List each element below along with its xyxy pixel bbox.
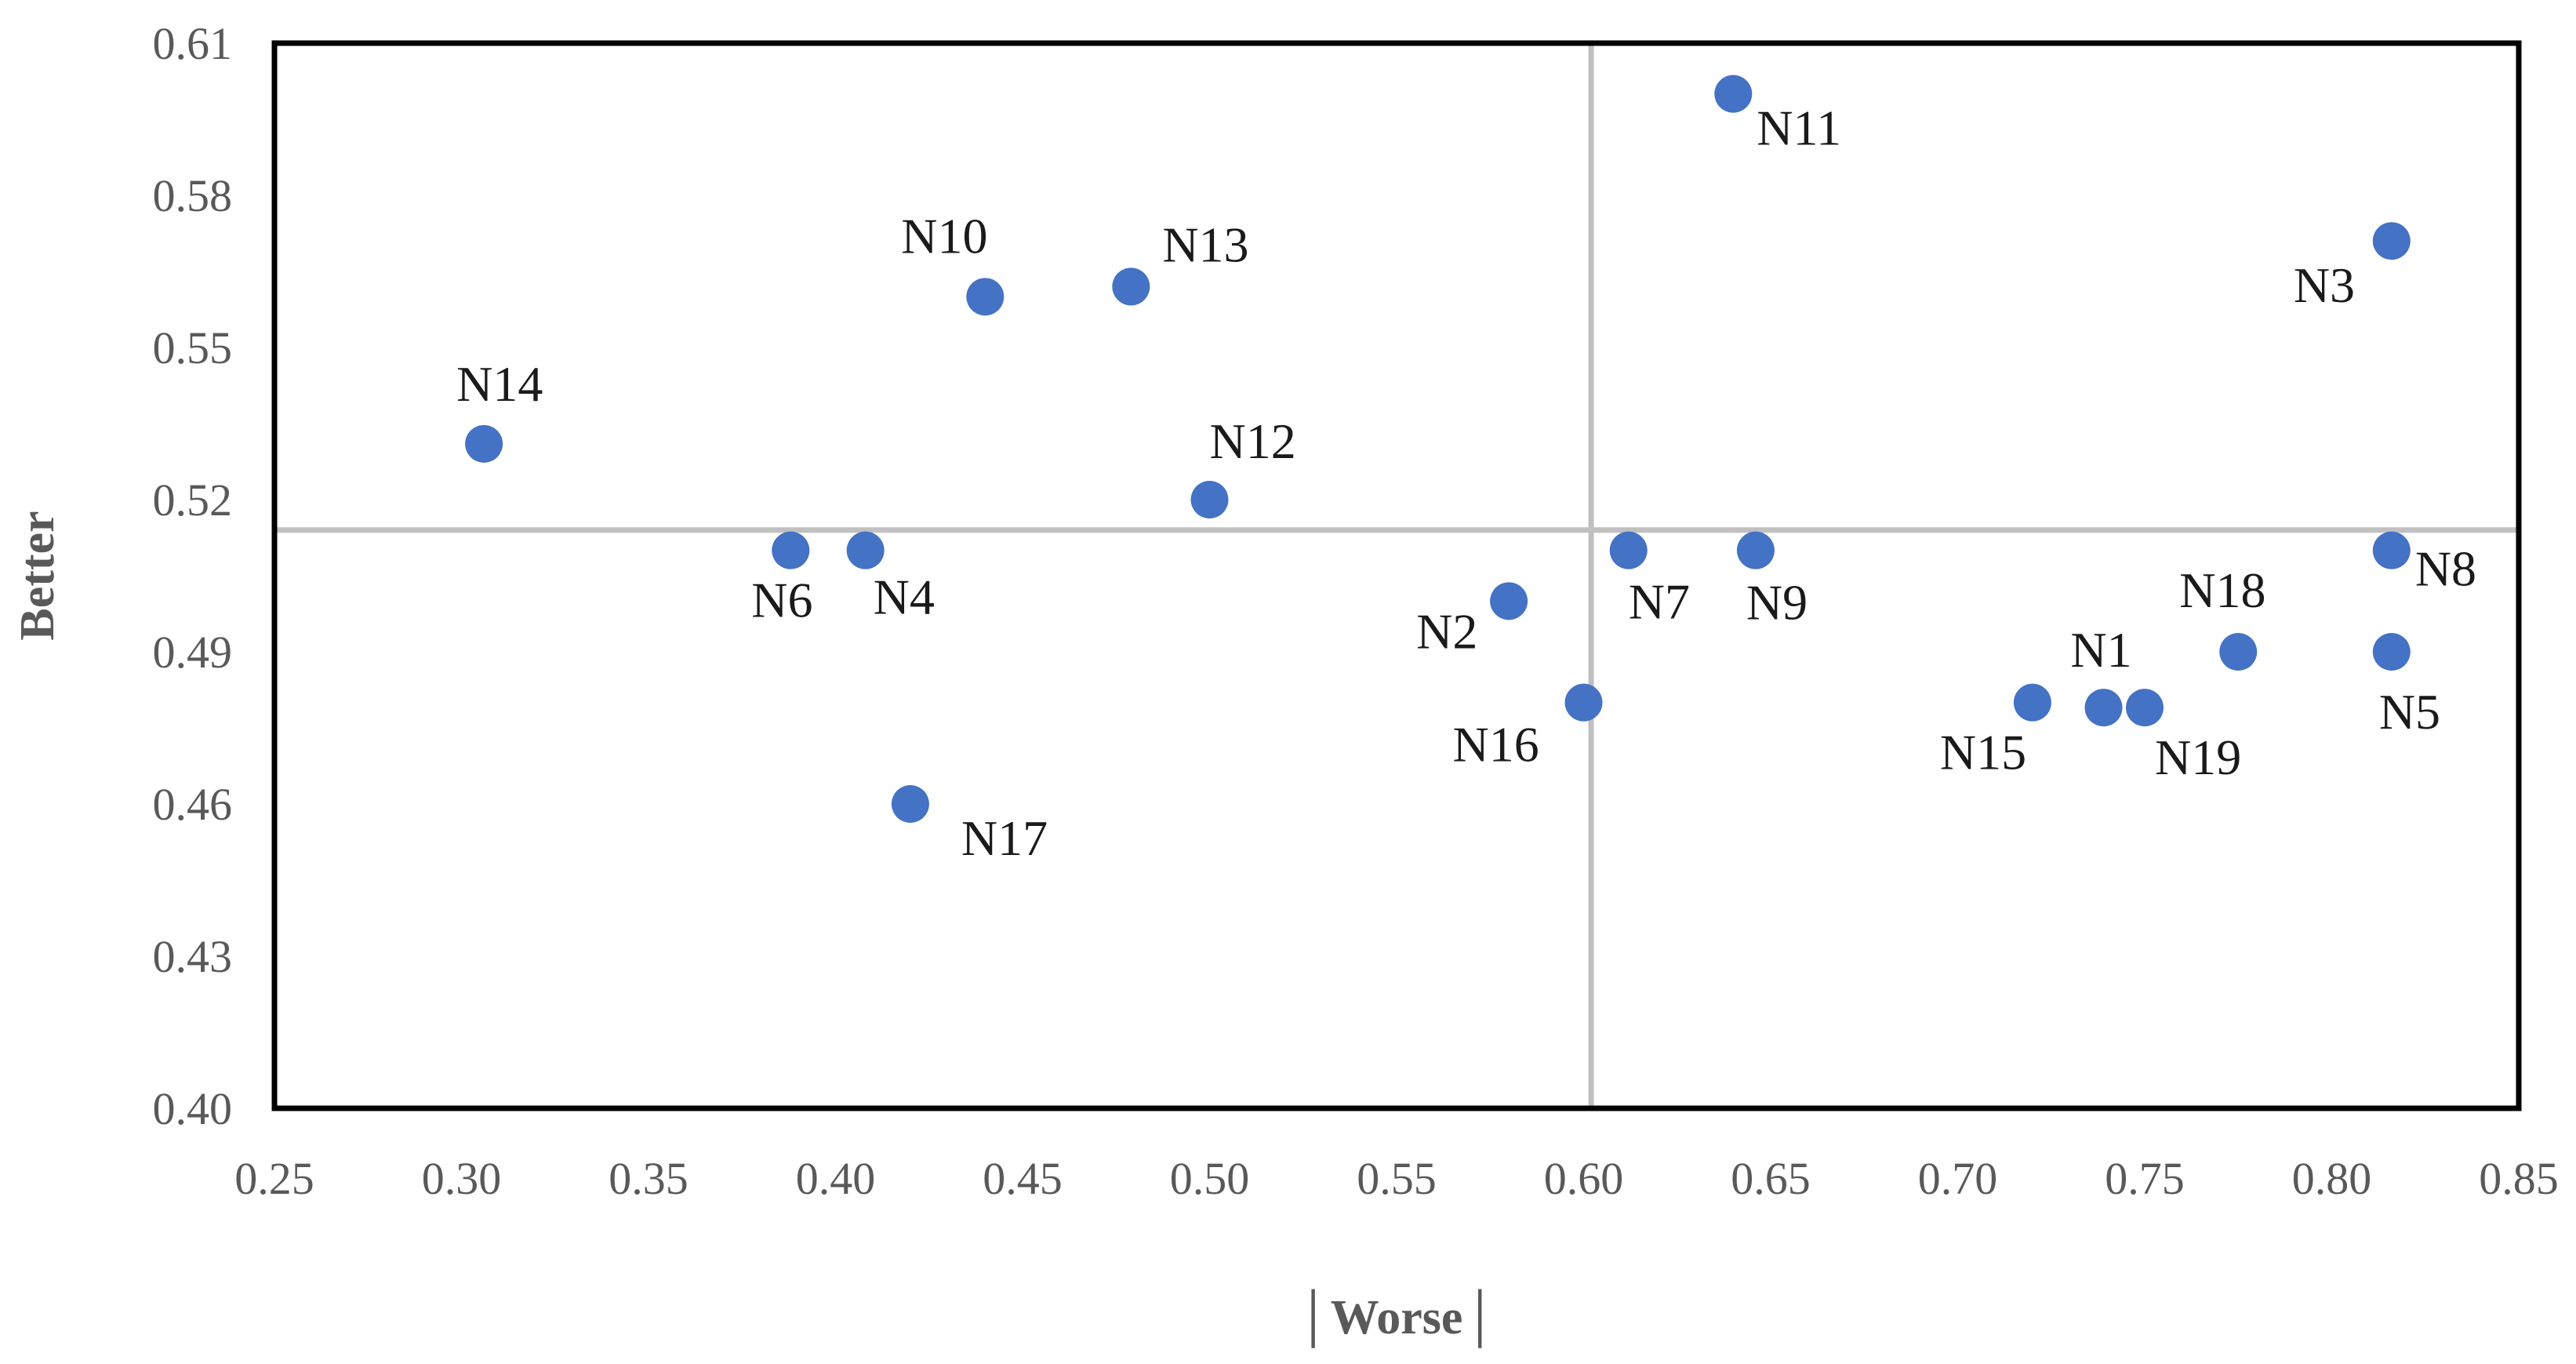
point-n9 xyxy=(1736,531,1775,569)
x-tick-label: 0.60 xyxy=(1544,1153,1624,1204)
point-label-n14: N14 xyxy=(456,356,543,412)
point-n5 xyxy=(2372,633,2411,671)
point-label-n13: N13 xyxy=(1162,216,1248,272)
x-tick-label: 0.30 xyxy=(422,1153,502,1204)
point-label-n2: N2 xyxy=(1416,603,1477,659)
point-n1 xyxy=(2084,689,2123,727)
point-label-n16: N16 xyxy=(1453,717,1539,773)
point-n12 xyxy=(1190,481,1229,518)
x-tick-label: 0.70 xyxy=(1918,1153,1998,1204)
point-label-n9: N9 xyxy=(1746,575,1808,631)
y-axis-tick-labels: 0.40 0.43 0.46 0.49 0.52 0.55 0.58 0.61 xyxy=(153,18,233,1134)
point-n18 xyxy=(2219,633,2258,671)
x-tick-label: 0.50 xyxy=(1170,1153,1250,1204)
x-tick-label: 0.40 xyxy=(796,1153,876,1204)
y-tick-label: 0.55 xyxy=(153,322,233,373)
point-label-n1: N1 xyxy=(2070,622,2131,678)
y-tick-label: 0.58 xyxy=(153,170,233,221)
point-n11 xyxy=(1714,75,1753,113)
point-label-n4: N4 xyxy=(874,569,935,625)
point-n7 xyxy=(1609,531,1648,569)
point-label-n17: N17 xyxy=(961,810,1048,866)
point-label-n19: N19 xyxy=(2155,729,2241,785)
y-tick-label: 0.46 xyxy=(153,779,233,830)
point-n10 xyxy=(966,278,1005,316)
point-labels: N1 N2 N3 N4 N5 N6 N7 N8 N9 N10 N11 N12 N13 N14 N15 N16 N… xyxy=(456,100,2476,866)
point-n17 xyxy=(891,785,929,823)
y-tick-label: 0.40 xyxy=(153,1083,233,1134)
y-axis-title: Better xyxy=(11,511,64,640)
x-tick-label: 0.55 xyxy=(1357,1153,1437,1204)
point-n8 xyxy=(2372,531,2411,569)
point-n13 xyxy=(1112,267,1150,306)
point-label-n11: N11 xyxy=(1757,100,1841,156)
plot-frame xyxy=(271,40,2522,1111)
reference-lines xyxy=(274,43,2519,1108)
y-tick-label: 0.49 xyxy=(153,627,233,678)
point-n16 xyxy=(1564,683,1603,722)
x-tick-label: 0.75 xyxy=(2105,1153,2185,1204)
point-label-n8: N8 xyxy=(2415,541,2476,597)
point-label-n6: N6 xyxy=(751,573,812,628)
point-label-n7: N7 xyxy=(1629,574,1690,630)
point-label-n12: N12 xyxy=(1210,413,1296,469)
y-tick-label: 0.52 xyxy=(153,475,233,526)
x-axis-tick-labels: 0.25 0.30 0.35 0.40 0.45 0.50 0.55 0.60 0.65 0.70… xyxy=(234,1153,2559,1204)
x-tick-label: 0.35 xyxy=(609,1153,689,1204)
point-label-n5: N5 xyxy=(2379,684,2440,740)
point-n3 xyxy=(2372,222,2411,260)
x-tick-label: 0.65 xyxy=(1731,1153,1811,1204)
data-points xyxy=(465,75,2411,823)
y-tick-label: 0.61 xyxy=(153,18,233,69)
point-n6 xyxy=(772,531,810,569)
point-label-n18: N18 xyxy=(2179,562,2265,618)
point-label-n3: N3 xyxy=(2294,257,2355,313)
x-tick-label: 0.45 xyxy=(983,1153,1063,1204)
x-tick-label: 0.25 xyxy=(234,1153,314,1204)
x-tick-label: 0.85 xyxy=(2479,1153,2559,1204)
x-tick-label: 0.80 xyxy=(2292,1153,2372,1204)
point-n14 xyxy=(465,424,503,463)
point-n2 xyxy=(1490,582,1528,620)
y-tick-label: 0.43 xyxy=(153,931,233,982)
x-axis-title: │Worse│ xyxy=(1296,1289,1498,1348)
point-n15 xyxy=(2013,683,2051,722)
point-n4 xyxy=(846,531,885,569)
point-label-n10: N10 xyxy=(901,208,987,264)
point-n19 xyxy=(2126,689,2164,727)
point-label-n15: N15 xyxy=(1940,725,2026,780)
